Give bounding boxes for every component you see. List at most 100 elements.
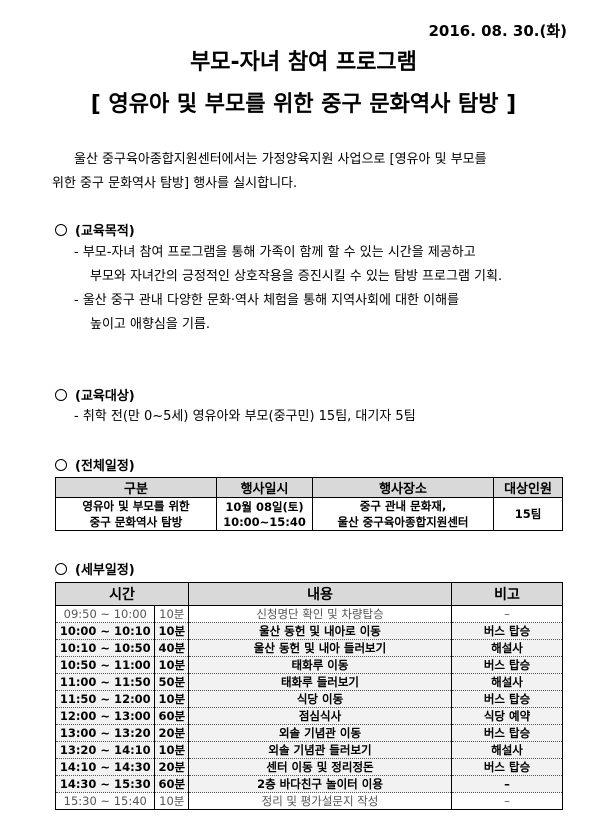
people-cell: 15팀 — [493, 497, 563, 531]
duration-cell: 20분 — [154, 758, 189, 776]
note-cell: – — [451, 605, 563, 623]
note-cell: 해설사 — [451, 639, 563, 657]
content-cell: 점심식사 — [188, 707, 452, 725]
duration-cell: 50분 — [154, 673, 189, 691]
section-purpose-heading: (교육목적) — [55, 220, 135, 239]
schedule-row: 11:50 ~ 12:00 10분 식당 이동 버스 탑승 — [54, 690, 563, 708]
schedule-row: 14:10 ~ 14:30 20분 센터 이동 및 정리정돈 버스 탑승 — [54, 758, 563, 776]
section-target-heading: (교육대상) — [55, 385, 135, 404]
time-cell: 10:00 ~ 10:10 — [54, 622, 156, 640]
schedule-row: 15:30 ~ 15:40 10분 정리 및 평가설문지 작성 – — [54, 792, 563, 810]
time-cell: 14:10 ~ 14:30 — [54, 758, 156, 776]
schedule-row: 10:50 ~ 11:00 10분 태화루 이동 버스 탑승 — [54, 656, 563, 674]
time-cell: 15:30 ~ 15:40 — [54, 792, 156, 810]
circle-bullet-icon — [55, 389, 67, 401]
time-cell: 12:00 ~ 13:00 — [54, 707, 156, 725]
note-cell: 해설사 — [451, 673, 563, 691]
header-category: 구분 — [55, 477, 217, 498]
section-heading-text: (교육대상) — [75, 389, 135, 404]
content-cell: 2층 바다친구 놀이터 이용 — [188, 775, 452, 793]
circle-bullet-icon — [55, 224, 67, 236]
note-cell: 버스 탑승 — [451, 758, 563, 776]
document-subtitle: [ 영유아 및 부모를 위한 중구 문화역사 탐방 ] — [90, 92, 517, 117]
target-item: - 취학 전(만 0~5세) 영유아와 부모(중구민) 15팀, 대기자 5팀 — [74, 409, 416, 424]
circle-bullet-icon — [55, 563, 67, 575]
time-cell: 13:00 ~ 13:20 — [54, 724, 156, 742]
content-cell: 태화루 들러보기 — [188, 673, 452, 691]
time-cell: 13:20 ~ 14:10 — [54, 741, 156, 759]
content-cell: 식당 이동 — [188, 690, 452, 708]
note-cell: 버스 탑승 — [451, 724, 563, 742]
duration-cell: 40분 — [154, 639, 189, 657]
schedule-row: 09:50 ~ 10:00 10분 신청명단 확인 및 차량탑승 – — [54, 605, 563, 623]
datetime-line: 10월 08일(토) — [225, 500, 304, 514]
content-cell: 신청명단 확인 및 차량탑승 — [188, 605, 452, 623]
content-cell: 외솔 기념관 이동 — [188, 724, 452, 742]
overview-header-row: 구분 행사일시 행사장소 대상인원 — [55, 477, 563, 498]
purpose-item-1-line-2: 부모와 자녀간의 긍정적인 상호작용을 증진시킬 수 있는 탐방 프로그램 기획… — [90, 269, 503, 284]
schedule-row: 14:30 ~ 15:30 60분 2층 바다친구 놀이터 이용 – — [54, 775, 563, 793]
duration-cell: 10분 — [154, 656, 189, 674]
content-cell: 외솔 기념관 들러보기 — [188, 741, 452, 759]
purpose-item-2-line-1: - 울산 중구 관내 다양한 문화·역사 체험을 통해 지역사회에 대한 이해를 — [74, 293, 460, 308]
note-cell: 식당 예약 — [451, 707, 563, 725]
note-cell: – — [451, 792, 563, 810]
schedule-row: 13:00 ~ 13:20 20분 외솔 기념관 이동 버스 탑승 — [54, 724, 563, 742]
note-cell: 버스 탑승 — [451, 622, 563, 640]
header-content: 내용 — [188, 582, 452, 606]
place-line: 중구 관내 문화재, — [359, 499, 447, 513]
datetime-cell: 10월 08일(토) 10:00~15:40 — [216, 497, 313, 531]
time-cell: 10:10 ~ 10:50 — [54, 639, 156, 657]
place-cell: 중구 관내 문화재, 울산 중구육아종합지원센터 — [312, 497, 494, 531]
category-line: 중구 문화역사 탐방 — [89, 515, 183, 529]
duration-cell: 10분 — [154, 605, 189, 623]
content-cell: 정리 및 평가설문지 작성 — [188, 792, 452, 810]
note-cell: 해설사 — [451, 741, 563, 759]
content-cell: 울산 동헌 및 내아 들러보기 — [188, 639, 452, 657]
document-title: 부모-자녀 참여 프로그램 — [190, 50, 417, 75]
purpose-item-2: - 울산 중구 관내 다양한 문화·역사 체험을 통해 지역사회에 대한 이해를… — [74, 289, 459, 337]
purpose-item-1: - 부모-자녀 참여 프로그램을 통해 가족이 함께 할 수 있는 시간을 제공… — [74, 241, 502, 289]
header-place: 행사장소 — [312, 477, 494, 498]
note-cell: 버스 탑승 — [451, 656, 563, 674]
header-datetime: 행사일시 — [216, 477, 313, 498]
content-cell: 울산 동헌 및 내아로 이동 — [188, 622, 452, 640]
document-date: 2016. 08. 30.(화) — [428, 22, 567, 40]
time-cell: 11:00 ~ 11:50 — [54, 673, 156, 691]
intro-line-1: 울산 중구육아종합지원센터에서는 가정양육지원 사업으로 [영유아 및 부모를 — [74, 152, 487, 167]
header-note: 비고 — [451, 582, 563, 606]
header-time: 시간 — [55, 582, 189, 606]
schedule-row: 13:20 ~ 14:10 10분 외솔 기념관 들러보기 해설사 — [54, 741, 563, 759]
header-people: 대상인원 — [493, 477, 563, 498]
time-cell: 11:50 ~ 12:00 — [54, 690, 156, 708]
place-line: 울산 중구육아종합지원센터 — [337, 515, 469, 529]
detail-header-row: 시간 내용 비고 — [55, 582, 563, 606]
schedule-row: 10:00 ~ 10:10 10분 울산 동헌 및 내아로 이동 버스 탑승 — [54, 622, 563, 640]
category-line: 영유아 및 부모를 위한 — [82, 499, 190, 513]
time-cell: 14:30 ~ 15:30 — [54, 775, 156, 793]
time-cell: 09:50 ~ 10:00 — [54, 605, 156, 623]
intro-line-2: 위한 중구 문화역사 탐방] 행사를 실시합니다. — [52, 176, 298, 191]
note-cell: 버스 탑승 — [451, 690, 563, 708]
duration-cell: 20분 — [154, 724, 189, 742]
purpose-item-2-line-2: 높이고 애향심을 기름. — [90, 317, 211, 332]
detail-schedule-table: 시간 내용 비고 09:50 ~ 10:00 10분 신청명단 확인 및 차량탑승 –… — [54, 582, 563, 810]
note-cell: – — [451, 775, 563, 793]
content-cell: 센터 이동 및 정리정돈 — [188, 758, 452, 776]
datetime-line: 10:00~15:40 — [223, 515, 306, 529]
schedule-row: 12:00 ~ 13:00 60분 점심식사 식당 예약 — [54, 707, 563, 725]
schedule-row: 10:10 ~ 10:50 40분 울산 동헌 및 내아 들러보기 해설사 — [54, 639, 563, 657]
section-detail-heading: (세부일정) — [55, 559, 135, 578]
duration-cell: 10분 — [154, 690, 189, 708]
section-overview-heading: (전체일정) — [55, 455, 135, 474]
circle-bullet-icon — [55, 459, 67, 471]
duration-cell: 60분 — [154, 775, 189, 793]
section-heading-text: (전체일정) — [75, 459, 135, 474]
duration-cell: 10분 — [154, 741, 189, 759]
duration-cell: 10분 — [154, 792, 189, 810]
section-heading-text: (세부일정) — [75, 563, 135, 578]
